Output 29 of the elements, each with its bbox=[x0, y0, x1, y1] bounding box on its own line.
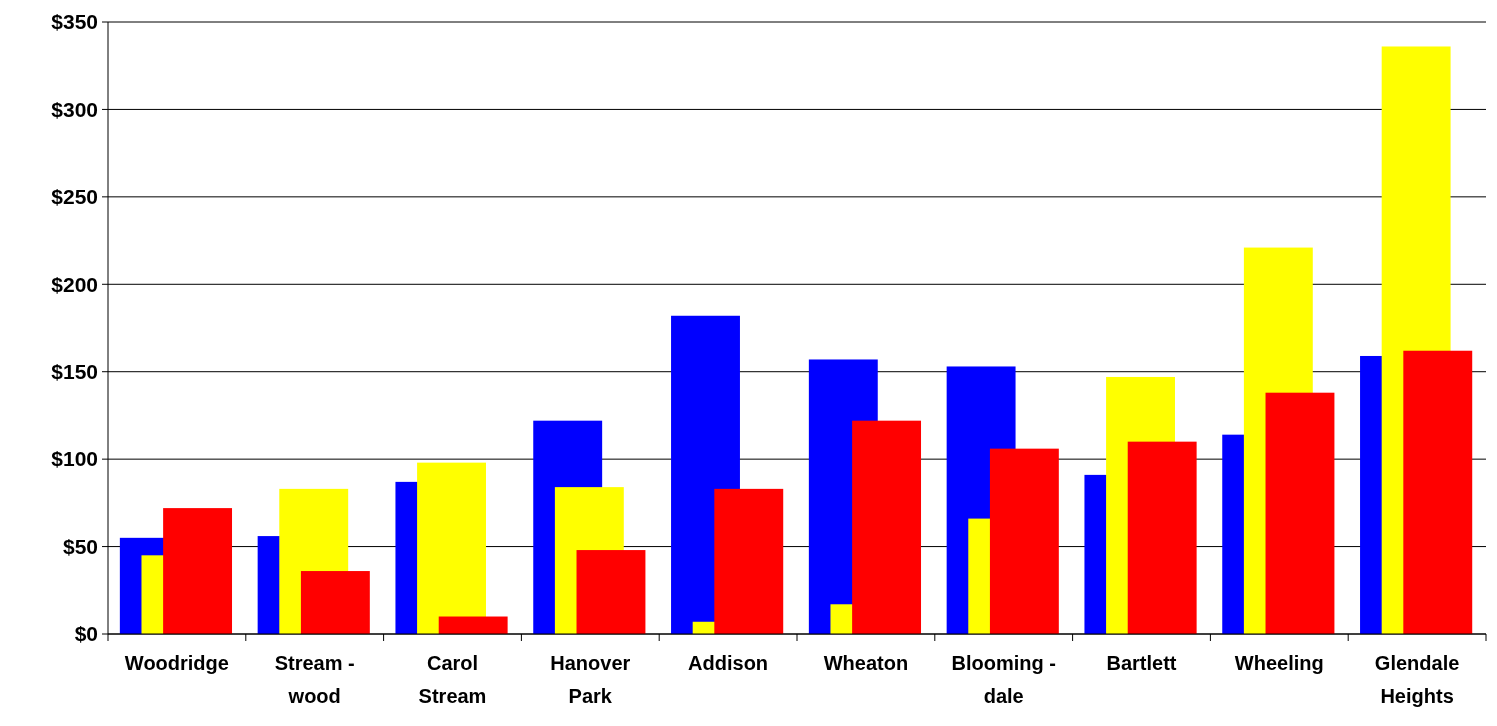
bar bbox=[163, 508, 233, 634]
y-tick-label: $50 bbox=[62, 534, 98, 558]
bar bbox=[417, 462, 486, 634]
x-tick-label: Bartlett bbox=[1106, 652, 1177, 674]
y-tick-label: $350 bbox=[51, 10, 98, 34]
y-tick-label: $250 bbox=[51, 185, 98, 209]
x-tick-label: Wheaton bbox=[823, 652, 909, 674]
bar bbox=[1265, 392, 1335, 634]
bar bbox=[989, 448, 1059, 634]
x-tick-label: Wheeling bbox=[1234, 652, 1324, 674]
x-tick-label: Woodridge bbox=[124, 652, 229, 674]
bar bbox=[576, 550, 646, 634]
x-tick-label: Hanover Park bbox=[550, 652, 631, 707]
x-tick-label: Blooming - dale bbox=[951, 652, 1056, 707]
x-tick-label: Carol Stream bbox=[418, 652, 487, 707]
y-tick-label: $0 bbox=[74, 622, 98, 646]
y-tick-label: $200 bbox=[51, 272, 98, 296]
y-tick-label: $100 bbox=[51, 447, 98, 471]
bar bbox=[438, 616, 508, 634]
x-tick-label: Addison bbox=[688, 652, 769, 674]
bar bbox=[1403, 350, 1473, 634]
x-tick-label: Stream - wood bbox=[274, 652, 355, 707]
bar bbox=[714, 488, 784, 634]
x-tick-label: Glendale Heights bbox=[1374, 652, 1460, 707]
bar bbox=[852, 420, 922, 634]
y-tick-label: $150 bbox=[51, 360, 98, 384]
y-tick-label: $300 bbox=[51, 97, 98, 121]
bar bbox=[300, 571, 370, 634]
bar bbox=[1127, 441, 1197, 634]
